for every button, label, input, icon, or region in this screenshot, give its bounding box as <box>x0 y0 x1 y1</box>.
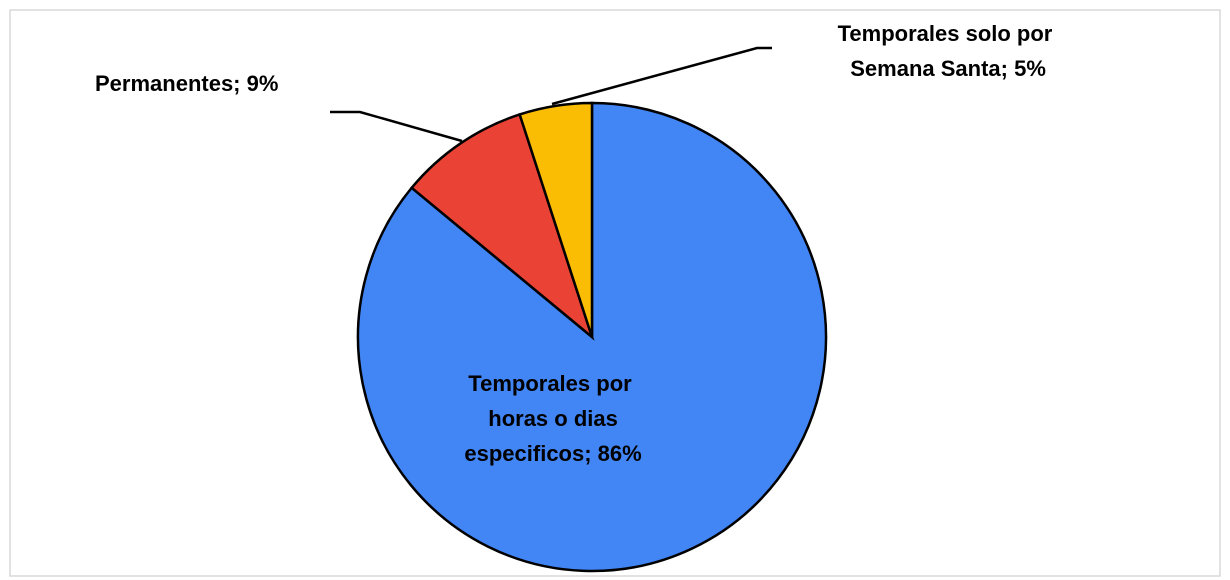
leader-line <box>330 110 463 143</box>
data-label: Permanentes; 9% <box>95 71 278 96</box>
data-label: Temporales solo por Semana Santa; 5% <box>838 21 1053 81</box>
pie-slice <box>518 101 594 338</box>
data-label: Temporales por horas o dias especificos;… <box>458 371 641 466</box>
pie-slice <box>409 112 595 341</box>
leader-line <box>551 46 772 106</box>
